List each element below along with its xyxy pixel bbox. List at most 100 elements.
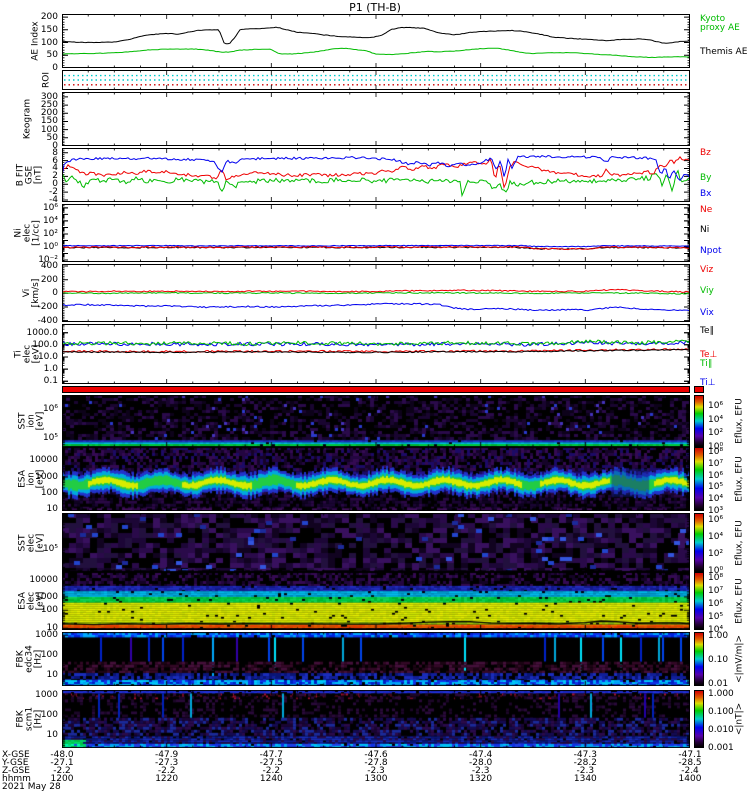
sst_ion-cbtick: 10⁰ xyxy=(708,442,724,452)
series-label-Ne: Ne xyxy=(700,204,713,215)
line-plot-keogram xyxy=(62,92,690,146)
xaxis-value: -47.6 xyxy=(364,750,388,760)
series-Themis AE xyxy=(62,26,690,45)
xaxis-value: 1320 xyxy=(469,774,493,784)
xaxis-row-label-hhmm: hhmm xyxy=(2,774,31,784)
panel-keogram xyxy=(62,92,690,146)
series-Npot xyxy=(62,244,690,248)
panel-vi xyxy=(62,264,690,322)
sst_elec-cbtick: 10⁰ xyxy=(708,566,724,577)
fbk2-cbtick: 0.100 xyxy=(708,707,734,718)
esa_elec-ytick: 10000 xyxy=(29,575,58,586)
fbk2-cbtick: 0.010 xyxy=(708,725,734,736)
line-plot-ae xyxy=(62,14,690,68)
series-label-Vix: Vix xyxy=(700,307,714,318)
panel-sst_ion xyxy=(62,395,690,447)
sst_elec-ytick: 10⁵ xyxy=(42,543,58,554)
keogram-ytick: 100 xyxy=(40,124,58,135)
esa_elec-cb-unit: Eflux, EFU xyxy=(734,578,745,624)
sst_elec-cbtick: 10⁴ xyxy=(708,532,724,543)
xaxis-value: -2.3 xyxy=(367,766,385,776)
sst_ion-ytick: 10⁶ xyxy=(42,404,58,415)
keogram-ytick: 300 xyxy=(40,91,58,102)
panel-bfit xyxy=(62,148,690,202)
series-Bz xyxy=(62,169,690,198)
series-label-Ni: Ni xyxy=(700,224,710,235)
bfit-axis-label: B FIT GSE [nT] xyxy=(15,163,44,187)
series-label-Ti⊥: Ti⊥ xyxy=(700,377,716,388)
bfit-ytick: 4 xyxy=(52,163,58,174)
series-Ne xyxy=(62,245,690,251)
fbk2-ytick: 10 xyxy=(46,730,58,741)
ni-ytick: 10⁶ xyxy=(42,202,58,213)
xaxis-value: -27.1 xyxy=(50,758,74,768)
xaxis-value: -2.2 xyxy=(157,766,176,776)
esa_elec-ytick: 10 xyxy=(46,623,58,634)
panel-ti xyxy=(62,324,690,384)
series-label-Ti∥: Ti∥ xyxy=(700,358,713,369)
fbk2-cbtick: 1.000 xyxy=(708,689,734,700)
esa_elec-ytick: 1000 xyxy=(35,591,58,602)
xaxis-row-label-Y-GSE: Y-GSE xyxy=(2,758,29,768)
series-label-By: By xyxy=(700,172,712,183)
fbk1-cbtick: 0.01 xyxy=(708,678,729,689)
sst_ion-ytick: 10⁵ xyxy=(42,433,58,444)
series-label-Bx: Bx xyxy=(700,189,712,200)
spectrogram-sst_elec xyxy=(62,513,690,572)
series-label-Viy: Viy xyxy=(700,286,714,297)
series-Te∥ xyxy=(62,348,690,354)
series-Viy xyxy=(62,291,690,295)
ni-axis-label: Ni elec [1/cc] xyxy=(13,220,42,246)
panel-ae xyxy=(62,14,690,68)
keogram-ytick: 50 xyxy=(46,132,58,143)
sst_ion-cb-unit: Eflux, EFU xyxy=(734,398,745,444)
roi-plot xyxy=(62,70,690,90)
sst_elec-cb-unit: Eflux, EFU xyxy=(734,519,745,566)
xaxis-row-label-Z-GSE: Z-GSE xyxy=(2,766,30,776)
fbk1-cb-unit: <|mV/m|> xyxy=(734,635,745,683)
sst_elec-cbtick: 10² xyxy=(708,549,724,560)
ae-axis-label: AE Index xyxy=(30,21,41,61)
xaxis-value: -27.5 xyxy=(259,758,283,768)
sst_ion-cbtick: 10⁶ xyxy=(708,401,724,412)
colorbar-esa_elec xyxy=(694,572,704,630)
panel-fbk2 xyxy=(62,690,690,748)
panel-sst_elec xyxy=(62,513,690,572)
ae-ytick: 150 xyxy=(40,24,58,35)
sst_ion-axis-label: SST ion [eV] xyxy=(17,411,46,431)
fbk2-ytick: 1000 xyxy=(35,690,58,701)
ni-ytick: 10² xyxy=(42,228,58,239)
colorbar-esa_ion xyxy=(694,447,704,511)
colorbar-sst_elec xyxy=(694,513,704,572)
esa_ion-ytick: 1000 xyxy=(35,472,58,483)
esa_elec-cbtick: 10⁴ xyxy=(708,625,724,635)
ti-ytick: 10.0 xyxy=(37,351,58,362)
keogram-axis-label: Keogram xyxy=(22,98,33,140)
fbk1-ytick: 10 xyxy=(46,670,58,681)
series-Vix xyxy=(62,302,690,312)
series-label-Bz: Bz xyxy=(700,148,711,159)
esa_ion-cbtick: 10⁴ xyxy=(708,494,724,505)
keogram-ytick: 250 xyxy=(40,100,58,111)
series-label-Kyoto-proxy-AE: Kyoto proxy AE xyxy=(700,14,740,34)
fbk1-ytick: 100 xyxy=(40,650,58,661)
esa_ion-cbtick: 10⁶ xyxy=(708,470,724,481)
xaxis-value: 1340 xyxy=(573,774,597,784)
vi-ytick: 400 xyxy=(40,261,58,272)
esa_elec-cbtick: 10⁵ xyxy=(708,612,724,623)
keogram-ytick: 200 xyxy=(40,108,58,119)
esa_elec-cbtick: 10⁷ xyxy=(708,586,724,597)
bfit-ytick: 8 xyxy=(52,147,58,158)
xaxis-value: -28.2 xyxy=(573,758,597,768)
series-Bx xyxy=(62,154,690,182)
esa_ion-ytick: 10000 xyxy=(29,454,58,465)
esa_ion-cbtick: 10³ xyxy=(708,506,724,516)
ni-ytick: 10⁴ xyxy=(42,215,58,226)
ti-ytick: 1000.0 xyxy=(26,327,59,338)
bfit-ytick: 6 xyxy=(52,155,58,166)
bfit-ytick: 0 xyxy=(52,179,58,190)
flag-bar-cb xyxy=(694,386,704,393)
fbk1-ytick: 1000 xyxy=(35,630,58,641)
roi-axis-label: ROI xyxy=(41,72,52,88)
